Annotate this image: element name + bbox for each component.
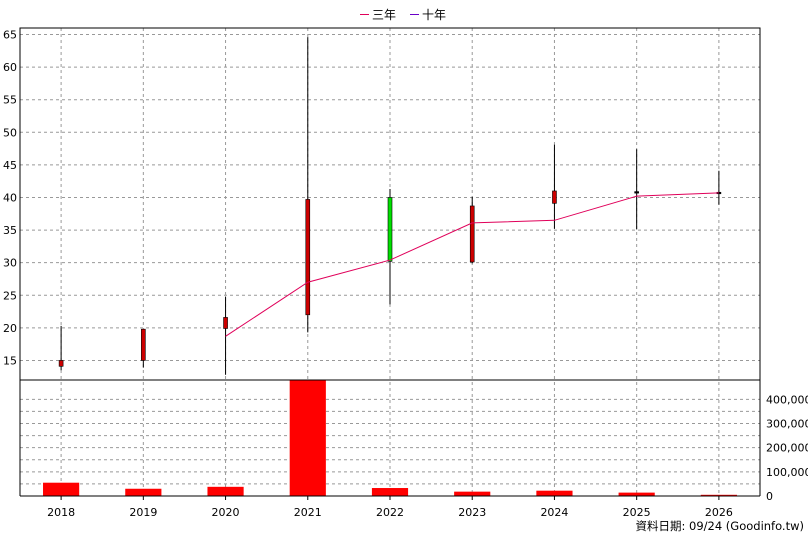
x-tick-label: 2021 [294, 506, 322, 519]
price-tick-label: 20 [3, 322, 17, 335]
price-tick-label: 15 [3, 354, 17, 367]
price-tick-label: 50 [3, 126, 17, 139]
price-panel [58, 37, 722, 375]
x-tick-label: 2025 [623, 506, 651, 519]
legend-item-ten-year: 十年 [410, 6, 446, 23]
series-line-three-year [225, 192, 719, 337]
volume-bar-2019 [125, 488, 162, 496]
volume-bar-2018 [43, 482, 80, 496]
price-tick-label: 40 [3, 191, 17, 204]
price-tick-label: 45 [3, 159, 17, 172]
volume-tick-label: 0 [766, 490, 773, 503]
candle-body-2018 [58, 360, 64, 367]
price-tick-label: 65 [3, 29, 17, 42]
price-tick-label: 60 [3, 61, 17, 74]
axes: 15202530354045505560650100,000200,000300… [3, 27, 808, 519]
x-tick-label: 2024 [540, 506, 568, 519]
x-tick-label: 2018 [47, 506, 75, 519]
source-date-footer: 資料日期: 09/24 (Goodinfo.tw) [635, 519, 804, 533]
volume-bar-2025 [618, 492, 655, 496]
price-tick-label: 30 [3, 257, 17, 270]
x-tick-label: 2023 [458, 506, 486, 519]
candle-body-2019 [141, 328, 146, 361]
volume-tick-label: 100,000 [766, 466, 808, 479]
candle-body-2021 [305, 199, 311, 316]
legend-swatch-ten-year [410, 14, 420, 15]
candle-body-2020 [223, 317, 228, 329]
x-tick-label: 2020 [212, 506, 240, 519]
price-tick-label: 55 [3, 94, 17, 107]
legend: 三年 十年 [360, 6, 446, 23]
legend-label-three-year: 三年 [372, 8, 397, 22]
candle-body-2025 [634, 191, 639, 194]
volume-bar-2024 [536, 490, 573, 496]
volume-tick-label: 400,000 [766, 393, 808, 406]
legend-swatch-three-year [360, 14, 369, 15]
volume-panel [43, 380, 737, 496]
price-panel-frame [19, 27, 761, 381]
candle-body-2024 [552, 190, 557, 204]
candle-body-2022 [387, 197, 393, 262]
volume-bar-2022 [371, 488, 409, 496]
volume-bar-2020 [207, 486, 244, 496]
volume-bar-2026 [700, 494, 737, 496]
price-tick-label: 35 [3, 224, 17, 237]
x-tick-label: 2019 [129, 506, 157, 519]
volume-bar-2021 [289, 380, 326, 496]
legend-item-three-year: 三年 [360, 6, 396, 23]
legend-label-ten-year: 十年 [422, 8, 447, 22]
volume-bar-2023 [454, 491, 491, 496]
candle-body-2023 [469, 205, 475, 263]
x-tick-label: 2022 [376, 506, 404, 519]
volume-tick-label: 200,000 [766, 442, 808, 455]
price-tick-label: 25 [3, 289, 17, 302]
x-tick-label: 2026 [705, 506, 733, 519]
volume-tick-label: 300,000 [766, 418, 808, 431]
